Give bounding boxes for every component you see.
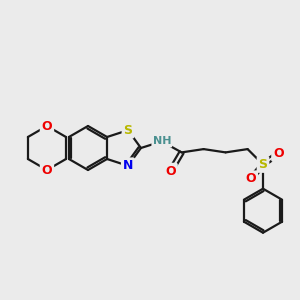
Text: NH: NH <box>153 136 171 146</box>
Text: O: O <box>165 165 176 178</box>
Text: S: S <box>259 158 268 171</box>
Text: O: O <box>273 147 284 160</box>
Text: O: O <box>42 164 52 176</box>
Text: N: N <box>123 159 133 172</box>
Text: O: O <box>42 119 52 133</box>
Text: O: O <box>246 172 256 185</box>
Text: S: S <box>124 124 133 137</box>
